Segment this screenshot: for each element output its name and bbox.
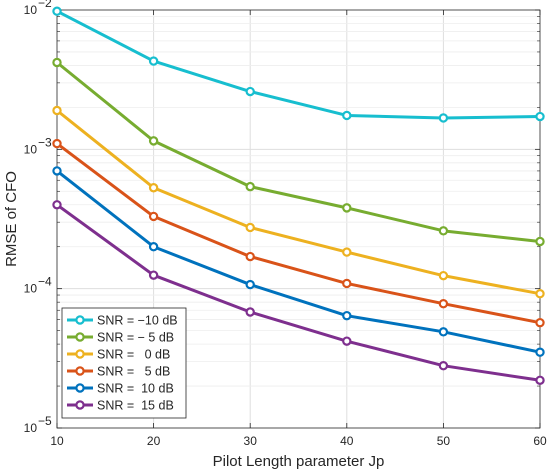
data-point [245, 181, 255, 192]
data-point [148, 211, 159, 222]
legend-item: SNR = 15 dB [67, 399, 174, 413]
data-point [438, 360, 449, 371]
series [52, 138, 545, 328]
series-line [56, 203, 541, 382]
y-tick-label: 10 [24, 421, 38, 435]
legend-item: SNR = 10 dB [67, 382, 174, 396]
y-tick-label: 10 [24, 3, 38, 17]
x-tick-label: 10 [50, 434, 64, 448]
legend-label: SNR = 0 dB [97, 348, 170, 362]
data-point [52, 200, 62, 210]
data-point [148, 270, 159, 280]
data-point [438, 113, 449, 123]
data-point [438, 327, 449, 337]
x-tick-label: 60 [533, 434, 547, 448]
y-tick-exponent: −2 [38, 0, 52, 10]
data-point [342, 203, 352, 213]
data-point [245, 307, 255, 317]
data-point [148, 183, 159, 193]
data-point [438, 270, 449, 281]
legend-swatch-marker [75, 349, 85, 359]
y-tick-exponent: −4 [38, 275, 52, 289]
data-point [148, 56, 159, 66]
series [52, 57, 545, 247]
series [52, 105, 545, 299]
data-point [342, 247, 352, 257]
legend-label: SNR = 5 dB [97, 365, 170, 379]
data-point [438, 299, 449, 309]
legend-item: SNR = 0 dB [67, 348, 170, 362]
x-tick-label: 50 [437, 434, 451, 448]
data-point [245, 86, 255, 97]
data-point [535, 236, 545, 247]
data-point [535, 289, 545, 299]
data-point [342, 336, 352, 346]
legend-swatch-marker [75, 332, 85, 342]
data-point [52, 138, 62, 149]
plot-frame [56, 9, 541, 429]
data-point [148, 242, 159, 252]
legend-item: SNR = − 5 dB [67, 331, 174, 345]
series-line [56, 9, 541, 120]
series [52, 200, 545, 385]
legend-label: SNR = 10 dB [97, 382, 174, 396]
y-tick-label: 10 [24, 282, 38, 296]
x-tick-label: 30 [244, 434, 258, 448]
data-point [148, 136, 159, 146]
data-point [535, 317, 545, 328]
data-point [52, 6, 62, 16]
data-point [535, 375, 545, 385]
data-point [52, 166, 62, 176]
y-tick-exponent: −3 [38, 135, 52, 149]
data-point [535, 111, 545, 122]
series [52, 166, 545, 357]
series-line [56, 61, 541, 243]
x-tick-label: 40 [340, 434, 354, 448]
legend-swatch-marker [75, 315, 85, 325]
legend: SNR = −10 dB SNR = − 5 dB SNR = 0 dB SNR = … [61, 307, 187, 419]
legend-label: SNR = − 5 dB [97, 331, 174, 345]
data-point [245, 279, 255, 290]
data-point [245, 251, 255, 262]
data-point [52, 57, 62, 68]
legend-box [61, 307, 187, 419]
series-line [56, 109, 541, 296]
legend-swatch-marker [75, 400, 85, 410]
y-tick-label: 10 [24, 142, 38, 156]
series-line [56, 169, 541, 354]
legend-item: SNR = −10 dB [67, 314, 178, 328]
data-point [438, 226, 449, 236]
y-tick-exponent: −5 [38, 414, 52, 428]
legend-label: SNR = −10 dB [97, 314, 178, 328]
series [52, 6, 545, 123]
data-point [342, 278, 352, 289]
data-point [245, 222, 255, 233]
series-group [52, 6, 545, 385]
legend-label: SNR = 15 dB [97, 399, 174, 413]
data-point [342, 110, 352, 121]
y-axis-label: RMSE of CFO [3, 171, 20, 267]
x-axis-label: Pilot Length parameter Jp [213, 453, 385, 470]
legend-item: SNR = 5 dB [67, 365, 170, 379]
series-line [56, 142, 541, 325]
x-tick-label: 20 [147, 434, 161, 448]
data-point [342, 310, 352, 321]
data-point [52, 105, 62, 116]
legend-swatch-marker [75, 383, 85, 393]
legend-swatch-marker [75, 366, 85, 376]
data-point [535, 347, 545, 357]
